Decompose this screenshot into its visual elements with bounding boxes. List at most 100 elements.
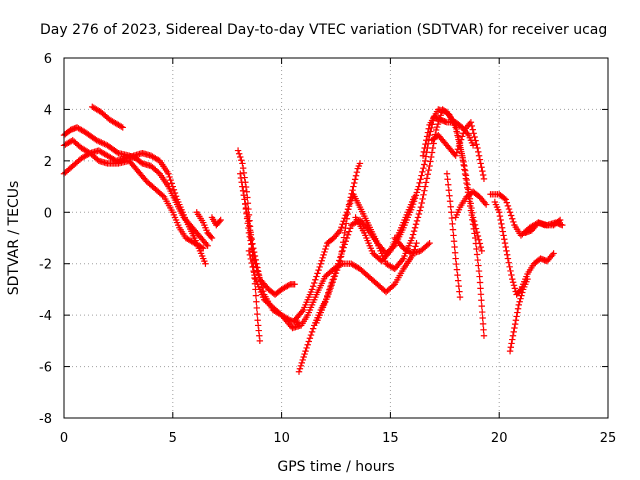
data-point	[511, 320, 519, 328]
data-point	[508, 271, 515, 279]
data-point	[399, 256, 406, 264]
data-point	[508, 340, 515, 347]
data-point	[412, 243, 419, 250]
data-point	[498, 220, 505, 228]
data-point	[248, 236, 255, 243]
data-point	[171, 189, 179, 197]
data-point	[479, 320, 487, 328]
data-point	[217, 216, 224, 224]
data-point	[453, 260, 460, 268]
data-point	[276, 310, 284, 318]
data-point	[170, 186, 178, 193]
data-point	[477, 285, 484, 292]
data-point	[247, 237, 254, 244]
data-point	[250, 267, 257, 275]
data-point	[303, 344, 310, 352]
data-point	[239, 160, 246, 167]
y-axis-label: SDTVAR / TECUs	[6, 181, 22, 296]
data-point	[243, 188, 250, 195]
data-point	[346, 225, 354, 232]
data-point	[555, 217, 563, 225]
data-point	[445, 181, 452, 188]
data-point	[285, 281, 293, 289]
data-point	[240, 191, 248, 199]
data-point	[476, 273, 483, 280]
data-point	[519, 289, 526, 296]
data-track	[522, 216, 564, 237]
data-point	[417, 203, 425, 211]
data-point	[256, 337, 264, 345]
data-point	[470, 130, 477, 137]
data-point	[336, 257, 343, 264]
data-point	[517, 295, 524, 302]
data-track	[391, 234, 433, 257]
data-point	[200, 245, 207, 252]
data-point	[461, 167, 469, 174]
data-point	[415, 210, 423, 218]
data-point	[413, 189, 421, 196]
data-point	[469, 214, 477, 221]
data-point	[462, 172, 470, 179]
data-point	[248, 259, 255, 267]
data-layer	[60, 103, 566, 375]
data-point	[249, 240, 256, 247]
data-point	[428, 149, 436, 156]
data-point	[454, 271, 461, 279]
data-track	[234, 147, 264, 345]
data-point	[511, 285, 519, 292]
data-point	[202, 260, 209, 267]
x-tick-label: 15	[382, 431, 399, 446]
data-point	[299, 356, 306, 364]
data-point	[464, 181, 471, 188]
data-point	[304, 341, 311, 348]
data-point	[323, 295, 330, 303]
data-point	[414, 214, 422, 221]
x-tick-label: 0	[60, 431, 68, 446]
data-point	[479, 308, 486, 316]
data-point	[414, 186, 421, 193]
data-point	[429, 144, 437, 152]
data-point	[343, 234, 351, 242]
data-point	[172, 193, 180, 200]
x-tick-label: 5	[169, 431, 177, 446]
data-point	[423, 175, 431, 182]
data-point	[425, 166, 432, 174]
data-point	[345, 228, 353, 235]
data-point	[239, 164, 247, 172]
data-point	[208, 234, 216, 242]
data-point	[427, 158, 434, 165]
data-point	[496, 212, 504, 220]
data-track	[452, 188, 490, 221]
data-point	[515, 301, 522, 309]
data-point	[337, 227, 344, 234]
data-point	[246, 222, 253, 229]
data-point	[312, 276, 319, 283]
data-point	[240, 169, 248, 177]
data-point	[446, 192, 453, 199]
data-point	[350, 183, 357, 190]
data-point	[420, 165, 427, 172]
data-point	[445, 187, 453, 194]
data-point	[477, 160, 484, 167]
data-point	[239, 183, 246, 190]
data-point	[472, 225, 480, 232]
data-point	[497, 216, 504, 224]
data-point	[408, 234, 416, 242]
data-point	[119, 124, 126, 131]
data-point	[473, 251, 481, 258]
data-point	[334, 260, 342, 267]
data-point	[500, 232, 507, 239]
data-point	[501, 195, 508, 202]
data-point	[338, 224, 345, 231]
data-point	[475, 152, 483, 159]
data-point	[435, 117, 443, 125]
data-point	[426, 239, 433, 247]
data-point	[353, 168, 361, 176]
data-point	[296, 365, 304, 372]
data-point	[514, 305, 522, 312]
data-point	[385, 249, 393, 256]
data-point	[413, 239, 420, 247]
data-point	[474, 232, 482, 240]
data-point	[167, 176, 174, 184]
data-point	[216, 218, 223, 225]
